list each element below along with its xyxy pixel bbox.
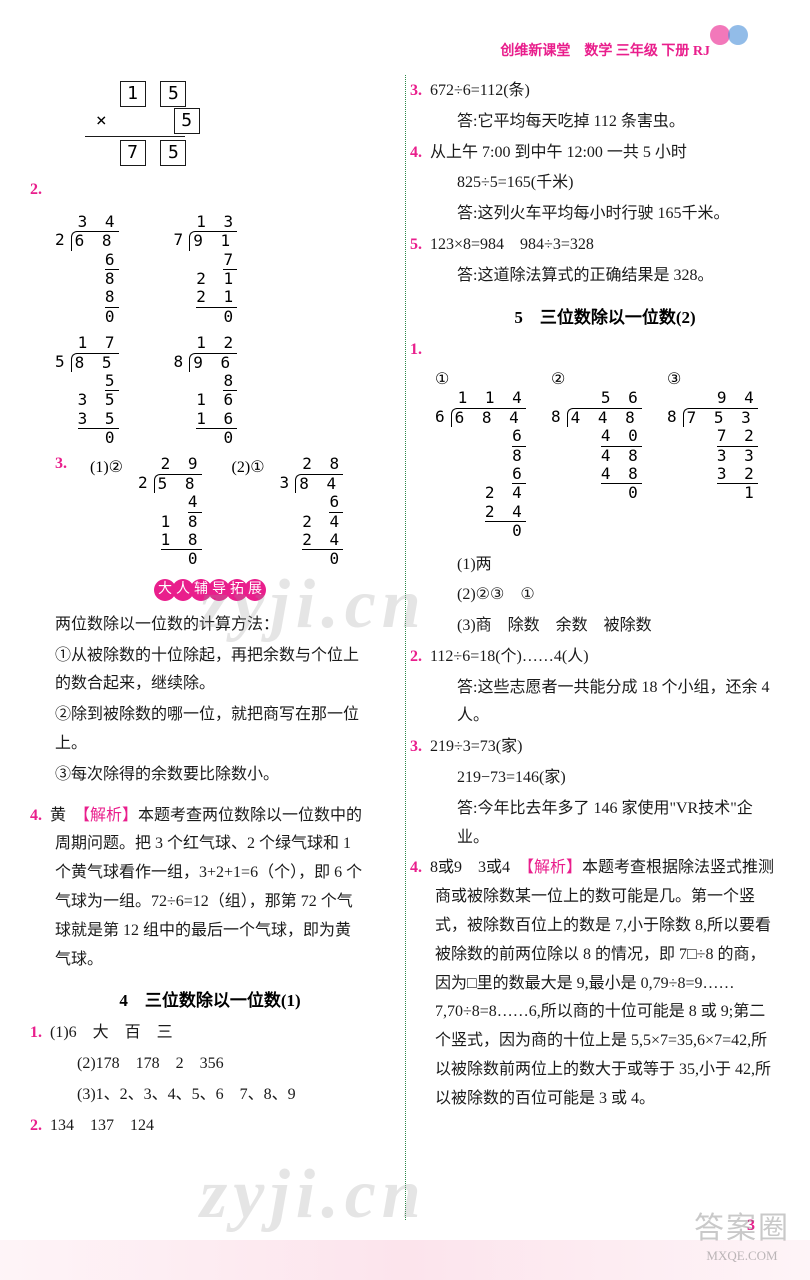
long-division-2: 1 3 79 1 7 2 1 2 1 0 [174,213,238,326]
column-divider [405,75,406,1220]
r-q4-text: 4.8或9 3或4 【解析】本题考查根据除法竖式推测商或被除数某一位上的数可能是… [435,854,775,1113]
q4-text: 4.黄 【解析】本题考查两位数除以一位数中的周期问题。把 3 个红气球、2 个绿… [55,802,365,975]
method-explanation: 两位数除以一位数的计算方法： ①从被除数的十位除起，再把余数与个位上的数合起来，… [55,611,365,790]
r-long-division-3: 9 4 87 5 3 7 2 3 3 3 2 1 [667,389,758,502]
r-long-division-1: 1 1 4 66 8 4 6 8 6 2 4 2 4 0 [435,389,526,540]
corner-watermark: 答案圈 MXQE.COM [694,1209,790,1265]
multiplication-work: 1 5 × 5 7 5 [85,80,365,166]
section-5-title: 5 三位数除以一位数(2) [435,303,775,328]
right-column: 3.672÷6=112(条) 答:它平均每天吃掉 112 条害虫。 4.从上午 … [410,75,790,1143]
tutor-badge: 大人辅导拓展 [55,579,365,601]
long-division-1: 3 4 26 8 6 8 8 0 [55,213,119,326]
page-header: 创维新课堂 数学 三年级 下册 RJ [500,40,710,60]
section-4-title: 4 三位数除以一位数(1) [55,986,365,1011]
long-division-6: 2 8 38 4 6 2 4 2 4 0 [280,455,344,568]
division-row-2: 1 7 58 5 5 3 5 3 5 0 1 2 89 6 8 1 6 1 6 … [55,334,365,447]
r-long-division-2: 5 6 84 4 8 4 0 4 8 4 8 0 [551,389,642,502]
left-column: 1 5 × 5 7 5 2. 3 4 26 8 6 8 8 0 1 3 79 1… [0,75,380,1143]
footer-gradient [0,1240,810,1280]
watermark-2: zyji.cn [200,1155,427,1235]
long-division-4: 1 2 89 6 8 1 6 1 6 0 [174,334,238,447]
division-row-1: 3 4 26 8 6 8 8 0 1 3 79 1 7 2 1 2 1 0 [55,213,365,326]
three-divisions: ① 1 1 4 66 8 4 6 8 6 2 4 2 4 0 ② 5 6 84 … [435,369,775,540]
q2-label: 2. [30,176,50,205]
long-division-5: 2 9 25 8 4 1 8 1 8 0 [138,455,202,568]
q3-row: 3. (1)② 2 9 25 8 4 1 8 1 8 0 (2)① 2 8 38… [55,455,365,568]
long-division-3: 1 7 58 5 5 3 5 3 5 0 [55,334,119,447]
